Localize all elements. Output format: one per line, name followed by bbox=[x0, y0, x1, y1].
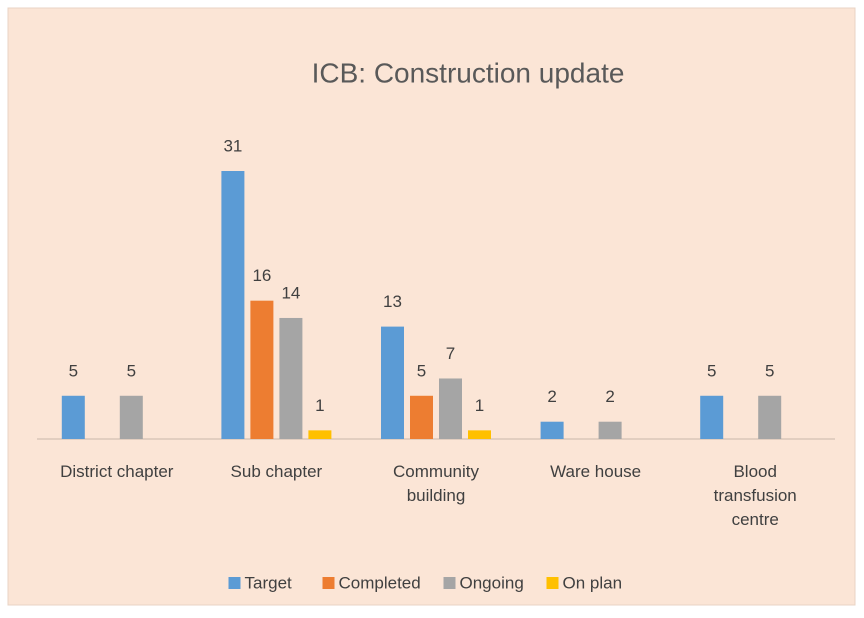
x-tick-label: Blood transfusion centre bbox=[714, 462, 797, 529]
legend-label: Target bbox=[245, 573, 293, 592]
x-tick-label: District chapter bbox=[60, 462, 174, 481]
legend-label: Completed bbox=[339, 573, 421, 592]
legend-label: On plan bbox=[563, 573, 623, 592]
bar bbox=[119, 395, 143, 439]
legend-swatch bbox=[443, 577, 456, 589]
bar bbox=[700, 395, 724, 439]
legend-label: Ongoing bbox=[460, 573, 524, 592]
bar bbox=[468, 430, 491, 439]
data-label: 5 bbox=[417, 361, 426, 380]
data-label: 1 bbox=[315, 396, 324, 415]
data-label: 5 bbox=[765, 361, 774, 380]
data-label: 7 bbox=[446, 344, 455, 363]
legend-swatch bbox=[228, 577, 241, 589]
data-label: 14 bbox=[281, 283, 300, 302]
x-tick-label: Sub chapter bbox=[231, 462, 323, 481]
bar bbox=[308, 430, 332, 439]
data-label: 5 bbox=[707, 361, 716, 380]
bar bbox=[439, 378, 462, 439]
x-tick-label: Community building bbox=[393, 462, 479, 505]
chart-background bbox=[7, 7, 856, 606]
bar bbox=[598, 421, 622, 439]
bar bbox=[540, 421, 564, 439]
bar bbox=[381, 326, 404, 439]
bar bbox=[410, 395, 433, 439]
x-tick-label: Ware house bbox=[550, 462, 641, 481]
bar bbox=[279, 317, 303, 439]
data-label: 2 bbox=[547, 387, 556, 406]
data-label: 5 bbox=[69, 361, 78, 380]
data-label: 13 bbox=[383, 292, 402, 311]
data-label: 31 bbox=[223, 136, 242, 155]
data-label: 2 bbox=[605, 387, 614, 406]
bar bbox=[221, 171, 245, 439]
data-label: 16 bbox=[252, 266, 271, 285]
legend-swatch bbox=[546, 577, 559, 589]
legend-swatch bbox=[322, 577, 335, 589]
data-label: 1 bbox=[475, 396, 484, 415]
bar bbox=[250, 300, 274, 439]
chart-title: ICB: Construction update bbox=[312, 57, 625, 88]
bar bbox=[61, 395, 85, 439]
bar bbox=[758, 395, 782, 439]
data-label: 5 bbox=[127, 361, 136, 380]
